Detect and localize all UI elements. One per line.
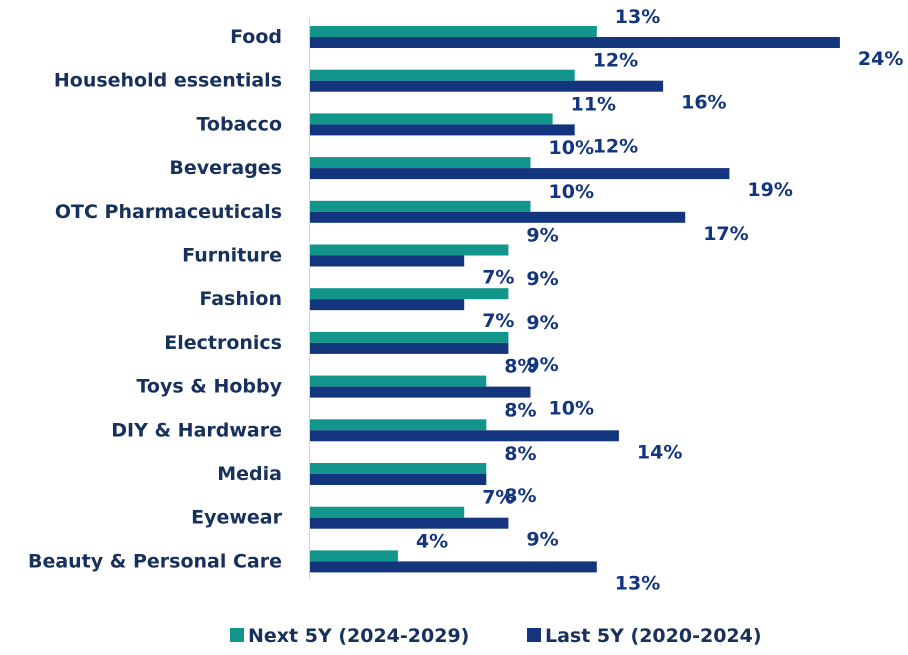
value-label-last-5y-otc-pharmaceuticals: 17% <box>703 223 748 245</box>
category-label-diy-hardware: DIY & Hardware <box>111 419 282 441</box>
category-label-media: Media <box>217 463 282 485</box>
category-label-electronics: Electronics <box>164 332 282 354</box>
bar-last-5y-beverages <box>309 168 730 180</box>
bar-next-5y-food <box>309 26 597 37</box>
bar-last-5y-media <box>309 474 487 485</box>
value-label-last-5y-tobacco: 12% <box>593 135 638 157</box>
bar-next-5y-household-essentials <box>309 69 575 81</box>
bar-next-5y-toys-hobby <box>309 375 487 387</box>
value-label-next-5y-otc-pharmaceuticals: 10% <box>549 181 594 203</box>
value-label-last-5y-household-essentials: 16% <box>681 92 726 114</box>
category-label-household-essentials: Household essentials <box>54 70 282 92</box>
value-label-next-5y-furniture: 9% <box>526 225 558 247</box>
bar-last-5y-diy-hardware <box>309 430 619 442</box>
bar-next-5y-diy-hardware <box>309 419 487 431</box>
value-label-last-5y-furniture: 7% <box>482 267 514 289</box>
bar-next-5y-tobacco <box>309 113 553 125</box>
bar-last-5y-toys-hobby <box>309 386 531 398</box>
value-label-last-5y-toys-hobby: 10% <box>549 398 594 420</box>
value-label-next-5y-toys-hobby: 8% <box>504 356 536 378</box>
value-label-next-5y-media: 8% <box>504 443 536 465</box>
value-label-last-5y-electronics: 9% <box>526 354 558 376</box>
bar-last-5y-beauty-personal-care <box>309 561 597 573</box>
value-label-next-5y-beverages: 10% <box>549 137 594 159</box>
legend-label-last-5y: Last 5Y (2020-2024) <box>545 625 762 647</box>
category-label-beverages: Beverages <box>169 157 282 179</box>
category-label-fashion: Fashion <box>199 288 282 310</box>
value-label-next-5y-electronics: 9% <box>526 312 558 334</box>
value-label-next-5y-beauty-personal-care: 4% <box>416 530 448 552</box>
bar-last-5y-eyewear <box>309 517 509 529</box>
value-label-next-5y-fashion: 9% <box>526 268 558 290</box>
category-label-furniture: Furniture <box>182 245 282 267</box>
bar-next-5y-otc-pharmaceuticals <box>309 200 531 212</box>
category-label-beauty-personal-care: Beauty & Personal Care <box>28 550 282 572</box>
bar-last-5y-fashion <box>309 299 465 311</box>
value-label-last-5y-diy-hardware: 14% <box>637 441 682 463</box>
bar-next-5y-eyewear <box>309 506 465 518</box>
value-label-last-5y-food: 24% <box>858 48 903 70</box>
bar-last-5y-electronics <box>309 342 509 354</box>
legend-swatch-next-5y <box>230 628 244 642</box>
bar-last-5y-food <box>309 37 840 48</box>
bar-next-5y-beauty-personal-care <box>309 550 398 562</box>
value-label-next-5y-household-essentials: 12% <box>593 50 638 72</box>
value-label-last-5y-eyewear: 9% <box>526 529 558 551</box>
plot-area: Food 13% 24% Household essentials 12% 16% Toba… <box>28 6 903 594</box>
category-label-food: Food <box>230 26 282 48</box>
value-label-next-5y-diy-hardware: 8% <box>504 399 536 421</box>
bar-last-5y-tobacco <box>309 124 575 136</box>
bar-next-5y-furniture <box>309 244 509 256</box>
category-label-toys-hobby: Toys & Hobby <box>136 376 282 398</box>
value-label-last-5y-fashion: 7% <box>482 310 514 332</box>
legend: Next 5Y (2024-2029) Last 5Y (2020-2024) <box>230 625 762 647</box>
bar-next-5y-media <box>309 463 487 474</box>
category-label-tobacco: Tobacco <box>197 113 283 135</box>
bar-last-5y-furniture <box>309 255 465 267</box>
category-label-eyewear: Eyewear <box>191 507 283 529</box>
bar-next-5y-electronics <box>309 331 509 343</box>
value-label-last-5y-beverages: 19% <box>747 179 792 201</box>
value-label-last-5y-beauty-personal-care: 13% <box>615 572 660 594</box>
legend-swatch-last-5y <box>527 628 541 642</box>
value-label-next-5y-eyewear: 7% <box>482 487 514 509</box>
value-label-next-5y-tobacco: 11% <box>571 93 616 115</box>
legend-label-next-5y: Next 5Y (2024-2029) <box>248 625 469 647</box>
bar-next-5y-beverages <box>309 157 531 169</box>
category-label-otc-pharmaceuticals: OTC Pharmaceuticals <box>55 201 282 223</box>
value-label-next-5y-food: 13% <box>615 6 660 28</box>
bar-last-5y-household-essentials <box>309 80 664 92</box>
value-label-last-5y-media: 8% <box>504 485 536 507</box>
bar-next-5y-fashion <box>309 288 509 300</box>
bar-last-5y-otc-pharmaceuticals <box>309 211 686 223</box>
